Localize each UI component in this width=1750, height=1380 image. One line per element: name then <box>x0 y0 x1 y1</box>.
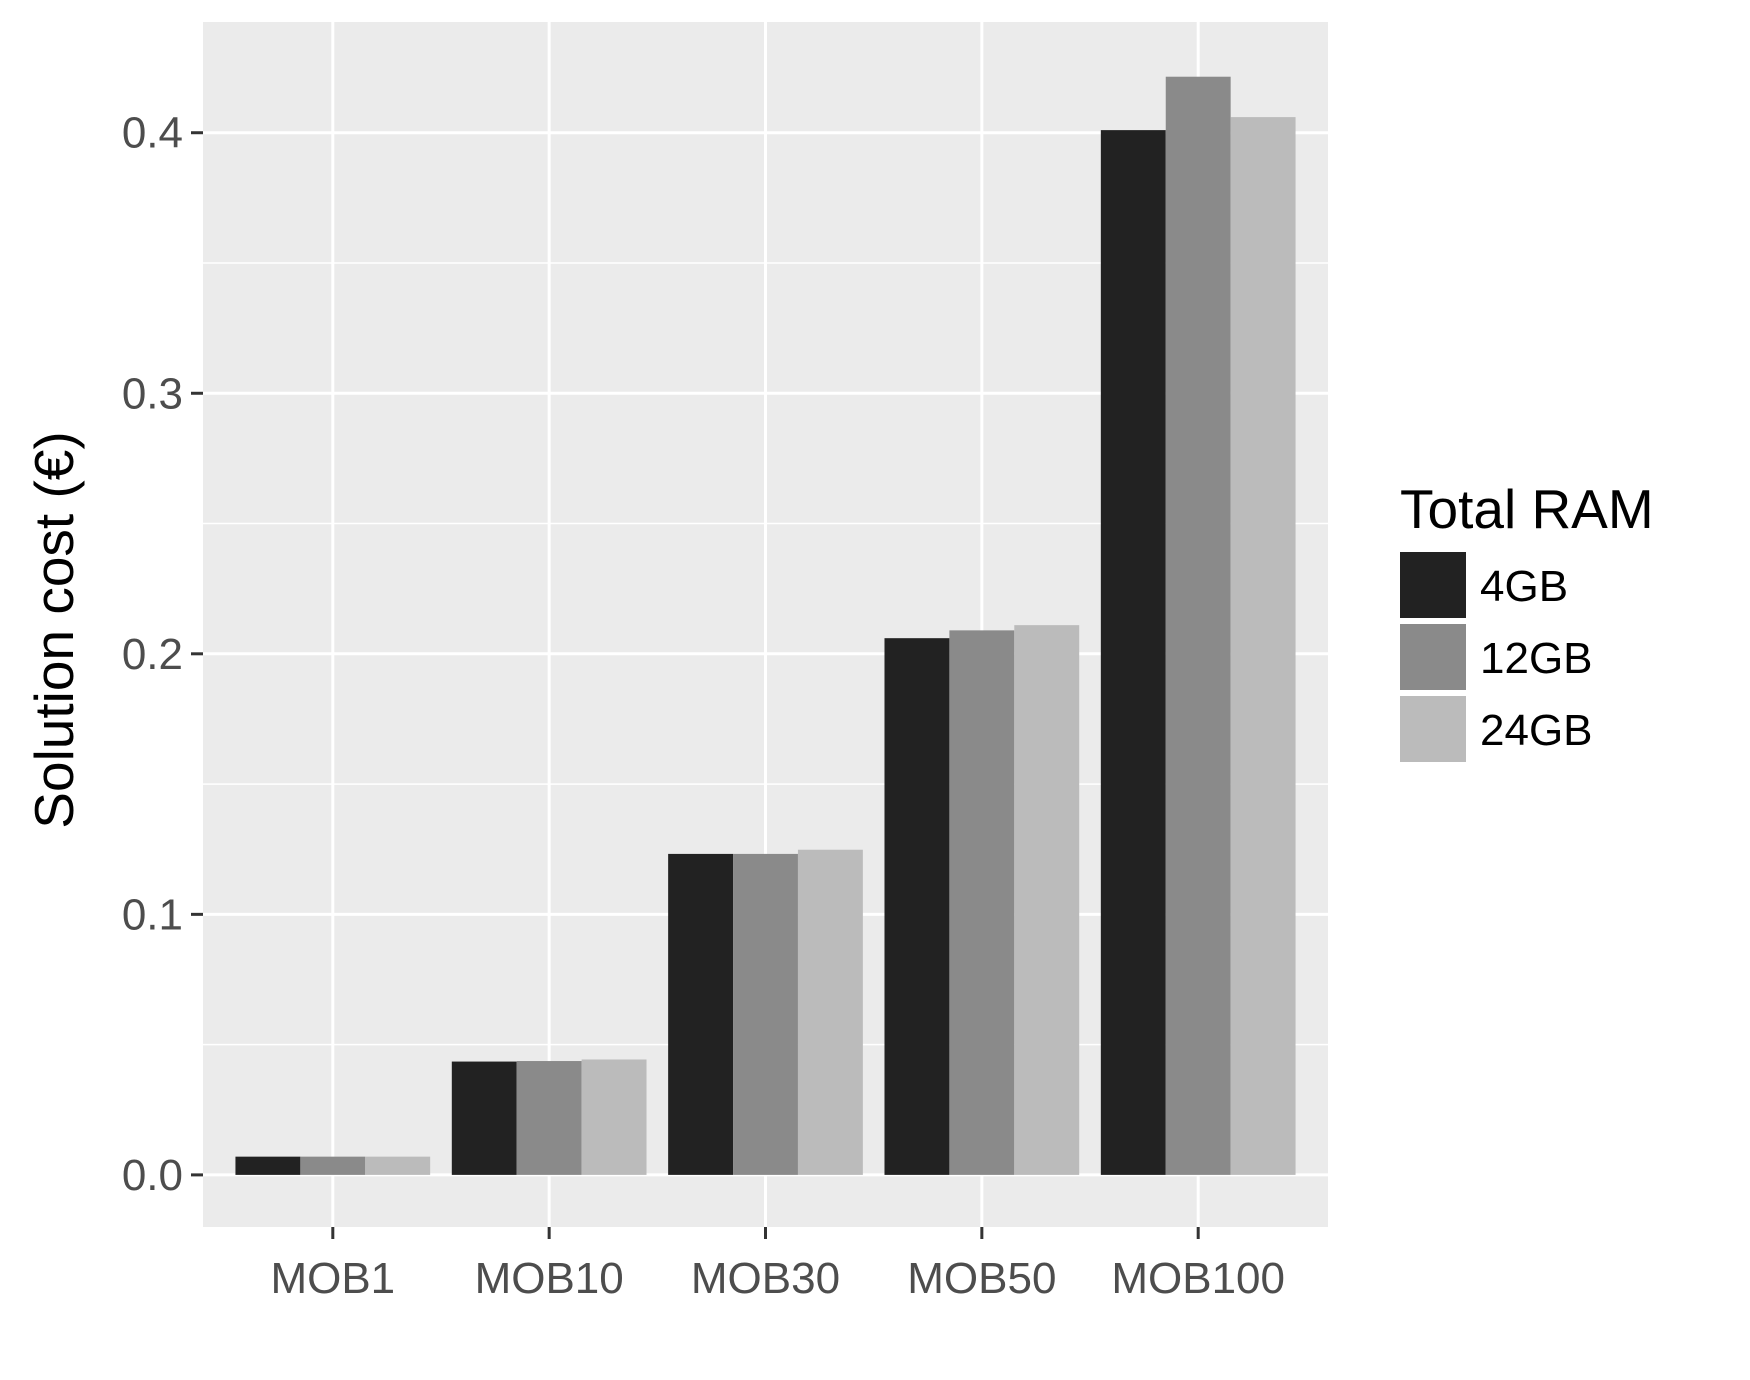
legend-key-24gb <box>1400 696 1466 762</box>
bar-mob30-12gb <box>733 853 798 1175</box>
y-tick-label: 0.4 <box>122 109 183 158</box>
bar-mob1-24gb <box>365 1156 431 1175</box>
legend: Total RAM 4GB 12GB 24GB <box>1400 478 1654 762</box>
x-axis: MOB1 MOB10 MOB30 MOB50 MOB100 <box>270 1227 1285 1303</box>
x-tick-label: MOB30 <box>691 1254 840 1303</box>
bar-mob10-24gb <box>581 1059 647 1175</box>
legend-title: Total RAM <box>1400 478 1654 540</box>
y-tick-label: 0.1 <box>122 890 183 939</box>
y-tick-label: 0.2 <box>122 630 183 679</box>
legend-label-4gb: 4GB <box>1480 562 1568 611</box>
x-tick-label: MOB10 <box>475 1254 624 1303</box>
legend-label-12gb: 12GB <box>1480 634 1593 683</box>
bar-mob1-12gb <box>300 1156 366 1175</box>
x-tick-label: MOB1 <box>270 1254 395 1303</box>
bar-mob1-4gb <box>235 1156 301 1175</box>
legend-label-24gb: 24GB <box>1480 706 1593 755</box>
bars-group <box>235 76 1296 1175</box>
legend-items: 4GB 12GB 24GB <box>1400 552 1593 762</box>
bar-mob50-12gb <box>949 630 1015 1175</box>
y-tick-label: 0.3 <box>122 369 183 418</box>
bar-mob10-4gb <box>451 1061 517 1175</box>
bar-mob30-4gb <box>668 853 734 1175</box>
x-tick-label: MOB100 <box>1111 1254 1285 1303</box>
y-axis-title: Solution cost (€) <box>23 431 85 828</box>
y-axis: 0.0 0.1 0.2 0.3 0.4 <box>122 109 203 1200</box>
bar-mob50-24gb <box>1014 625 1080 1175</box>
bar-mob50-4gb <box>884 638 950 1175</box>
bar-mob100-12gb <box>1165 76 1231 1175</box>
x-tick-label: MOB50 <box>907 1254 1056 1303</box>
y-tick-label: 0.0 <box>122 1151 183 1200</box>
legend-key-4gb <box>1400 552 1466 618</box>
legend-key-12gb <box>1400 624 1466 690</box>
bar-mob100-4gb <box>1100 130 1166 1175</box>
bar-mob10-12gb <box>516 1061 582 1175</box>
bar-mob100-24gb <box>1230 117 1296 1175</box>
bar-mob30-24gb <box>797 849 863 1175</box>
